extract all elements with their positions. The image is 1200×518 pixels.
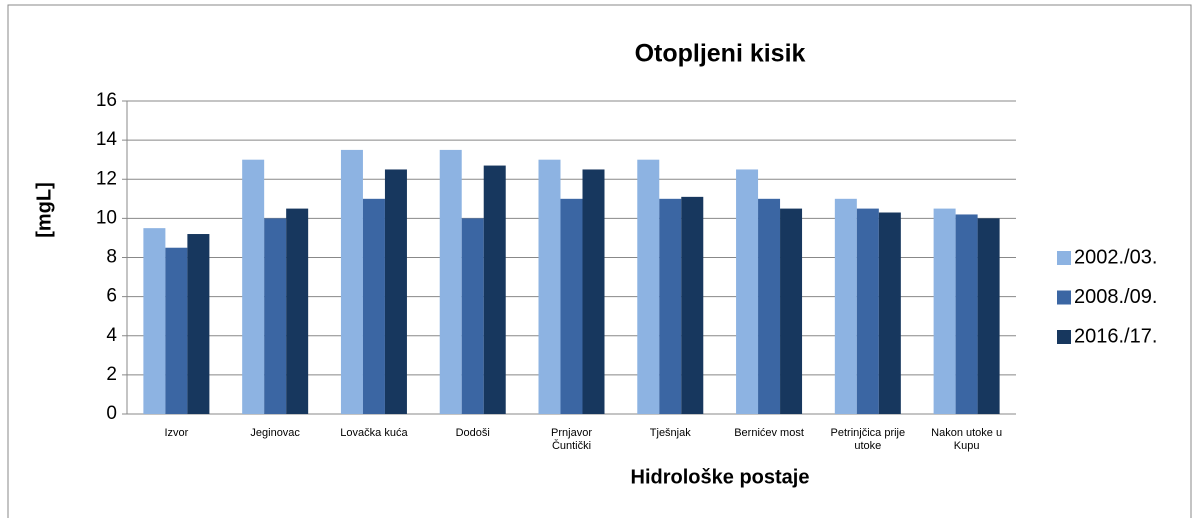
x-tick-label: Lovačka kuća	[340, 427, 408, 439]
bar	[242, 159, 265, 414]
y-tick-label: 16	[96, 90, 117, 111]
x-tick-label: Dodoši	[456, 427, 490, 439]
y-tick-label: 14	[96, 129, 118, 150]
legend-swatch	[1057, 251, 1071, 265]
bar	[659, 198, 682, 414]
legend-label: 2008./09.	[1074, 286, 1157, 308]
bar	[878, 212, 901, 414]
x-tick-label: Petrinjčica prije utoke	[831, 427, 906, 452]
x-tick-label: Jeginovac	[250, 427, 300, 439]
bar	[264, 218, 287, 414]
x-tick-label: Bernićev most	[734, 427, 804, 439]
y-tick-label: 2	[106, 364, 117, 385]
y-tick-label: 10	[96, 207, 117, 228]
bar	[461, 218, 484, 414]
y-tick-label: 6	[106, 286, 117, 307]
bar	[933, 208, 956, 414]
bar	[560, 198, 583, 414]
bar	[286, 208, 309, 414]
bar	[758, 198, 781, 414]
bar	[977, 218, 1000, 414]
bar	[483, 165, 506, 414]
bar	[856, 208, 879, 414]
bar	[582, 169, 605, 414]
x-tick-label: Nakon utoke u Kupu	[931, 427, 1002, 452]
bar	[340, 149, 363, 414]
x-axis-label: Hidrološke postaje	[631, 466, 810, 488]
x-tick-label: Prnjavor Čuntički	[551, 427, 592, 452]
bar	[384, 169, 407, 414]
legend-label: 2016./17.	[1074, 325, 1157, 347]
bar	[681, 196, 704, 414]
x-tick-label: Izvor	[164, 427, 188, 439]
chart-title: Otopljeni kisik	[635, 40, 806, 68]
y-tick-label: 12	[96, 168, 117, 189]
y-tick-label: 8	[106, 247, 117, 268]
legend-swatch	[1057, 290, 1071, 305]
bar	[736, 169, 759, 414]
bar	[637, 159, 660, 414]
legend-swatch	[1057, 330, 1071, 344]
bar	[362, 198, 385, 414]
legend-label: 2002./03.	[1074, 246, 1157, 268]
y-tick-label: 4	[106, 325, 117, 346]
x-tick-label: Tješnjak	[650, 427, 691, 439]
y-tick-label: 0	[106, 403, 117, 424]
bar	[780, 208, 803, 414]
bar	[165, 247, 188, 414]
bar	[955, 214, 978, 414]
bar	[187, 234, 210, 414]
bar	[834, 198, 857, 414]
bar	[538, 159, 561, 414]
y-axis-label: [mgL]	[33, 182, 55, 238]
bar	[143, 228, 166, 414]
bar	[439, 149, 462, 414]
